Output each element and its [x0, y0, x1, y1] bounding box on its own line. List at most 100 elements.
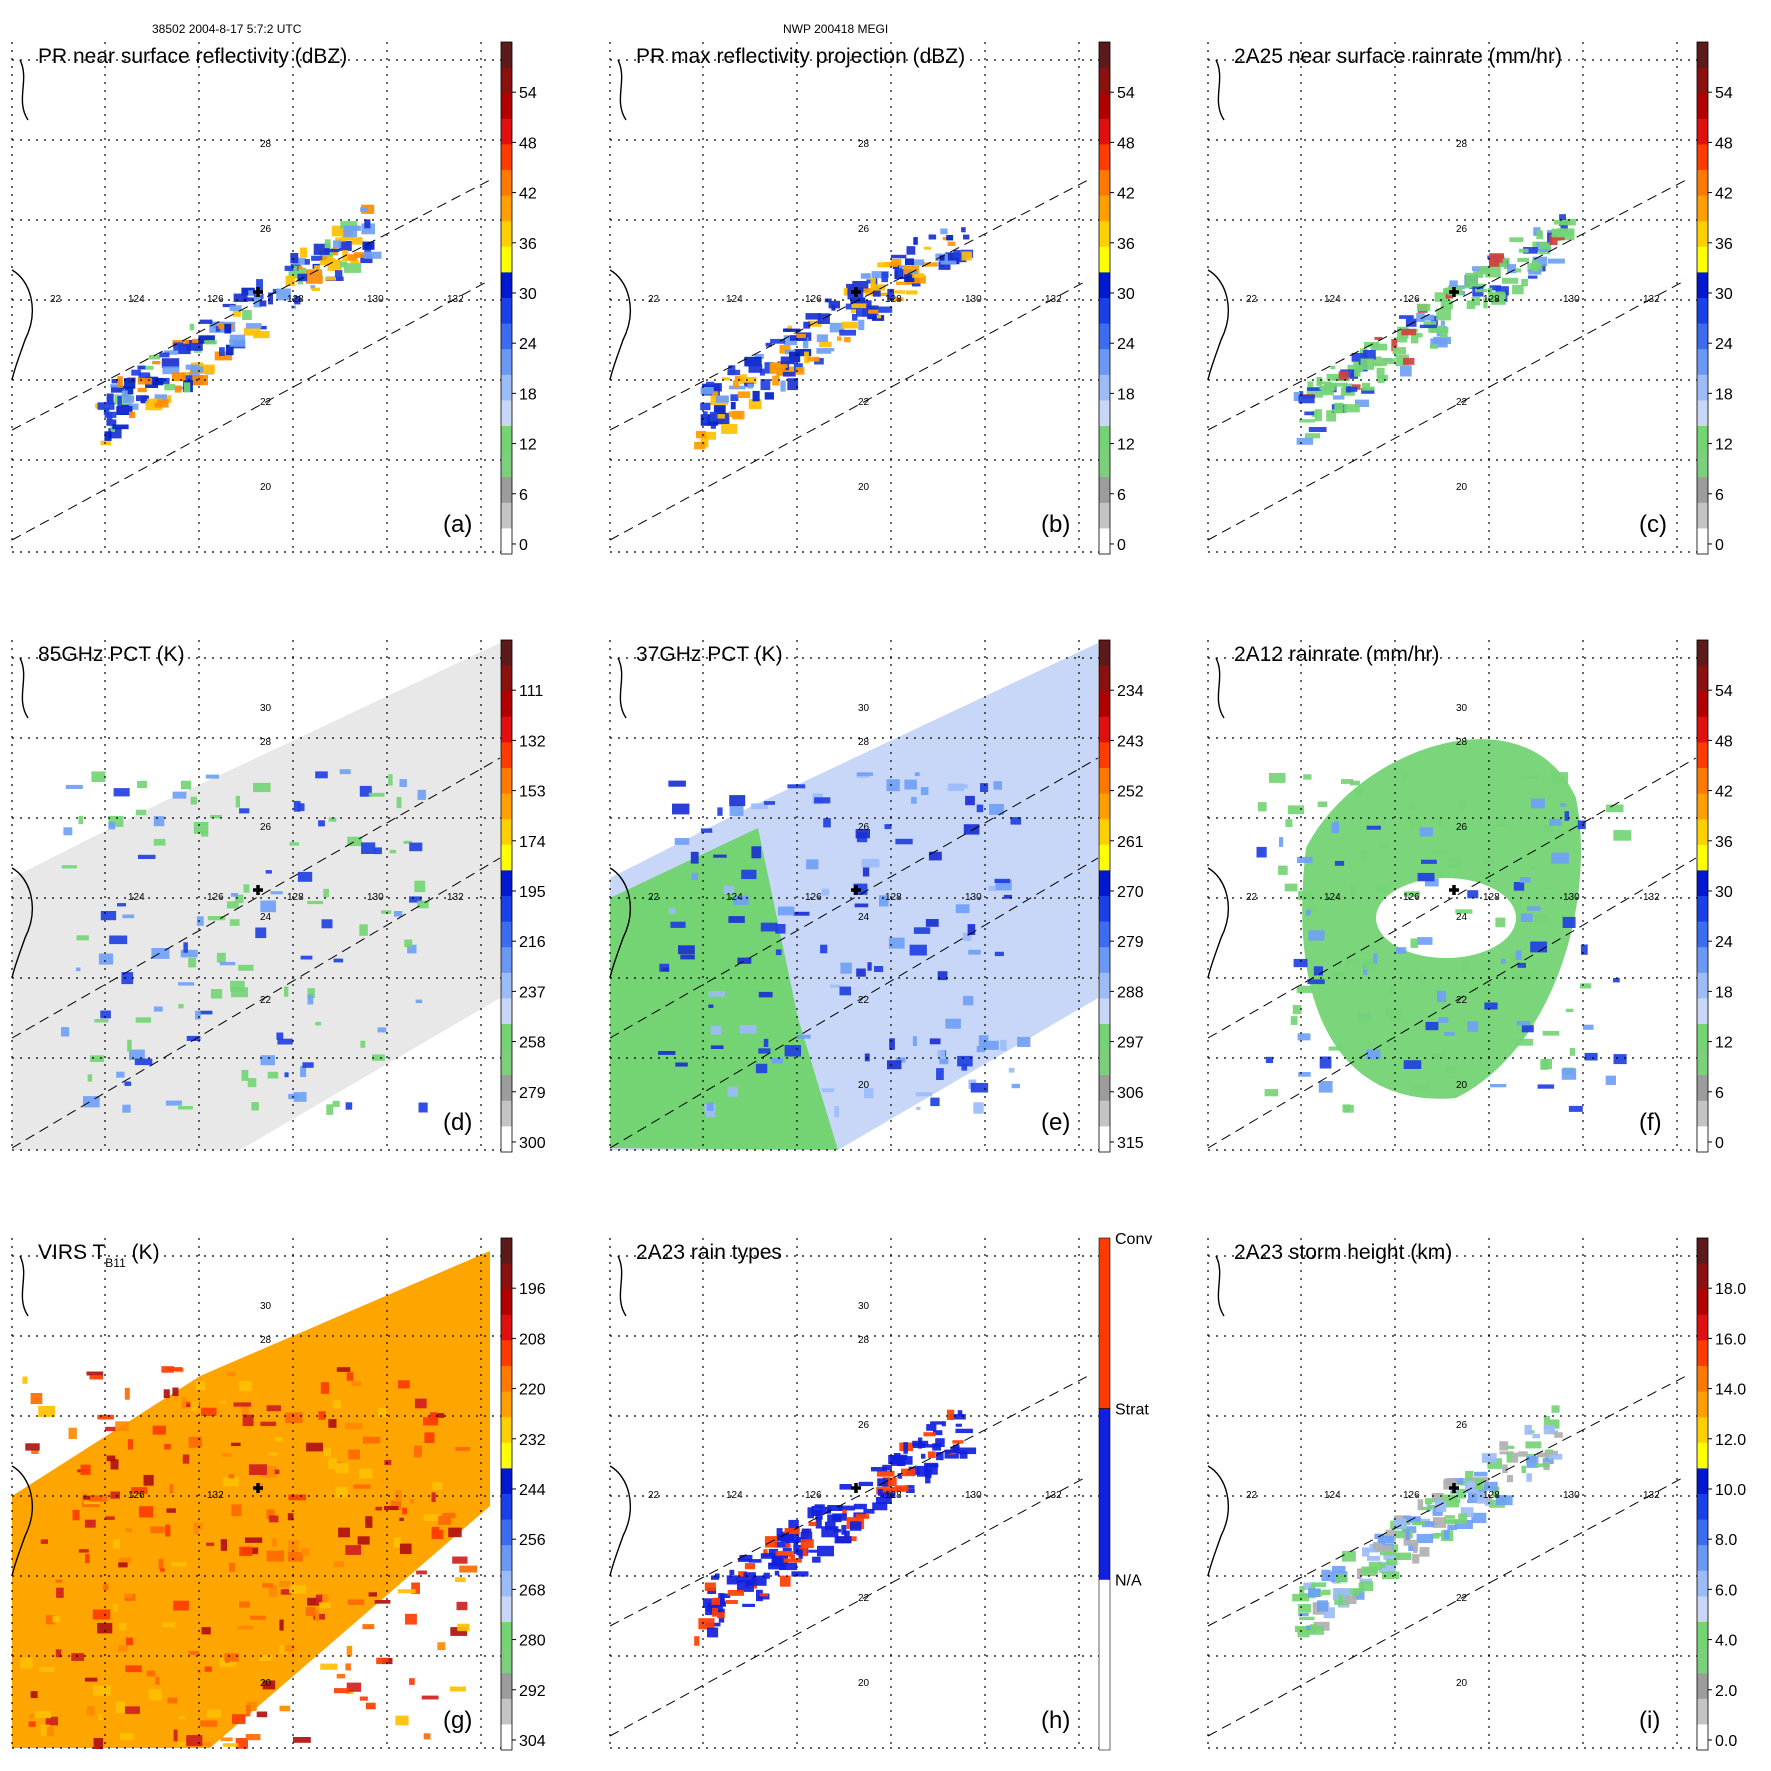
- rain-cell: [1543, 1424, 1555, 1435]
- colorbar-label: 195: [519, 884, 546, 901]
- rain-cell: [860, 273, 871, 279]
- rain-cell: [967, 924, 976, 935]
- colorbar-segment: [501, 1024, 512, 1051]
- rain-cell: [1509, 237, 1524, 242]
- rain-cell: [1331, 1565, 1346, 1573]
- rain-cell: [949, 1414, 966, 1420]
- lat-tick-label: 22: [858, 397, 870, 408]
- colorbar-label: 208: [519, 1331, 546, 1348]
- rain-cell: [71, 1653, 85, 1661]
- rain-cell: [90, 1055, 105, 1062]
- colorbar-segment: [1697, 246, 1708, 273]
- colorbar-frame: [500, 639, 513, 1153]
- rain-cell: [839, 1484, 852, 1490]
- rain-cell: [1416, 303, 1431, 311]
- rain-cell: [39, 1667, 55, 1672]
- rain-cell: [741, 869, 757, 880]
- rain-cell: [1551, 228, 1564, 238]
- colorbar-label: 288: [1117, 984, 1144, 1001]
- rain-cell: [868, 309, 879, 314]
- rain-cell: [204, 340, 217, 345]
- colorbar-segment: [1099, 947, 1110, 974]
- rain-cell: [334, 270, 343, 278]
- rain-cell: [305, 274, 323, 284]
- rain-cell: [118, 1623, 127, 1630]
- rain-cell: [184, 382, 191, 393]
- colorbar-segment: [1697, 67, 1708, 94]
- rain-cell: [922, 262, 938, 267]
- rain-cell: [188, 1436, 202, 1448]
- colorbar-label: 256: [519, 1532, 546, 1549]
- colorbar-segment: [1697, 1238, 1708, 1265]
- rain-cell: [783, 328, 801, 332]
- rain-cell: [290, 263, 301, 268]
- rain-cell: [815, 1513, 823, 1520]
- storm-center-marker: [851, 1483, 861, 1493]
- rain-cell: [1332, 395, 1345, 400]
- rain-cell: [760, 922, 778, 932]
- rain-cell: [1445, 1066, 1458, 1073]
- rain-cell: [325, 258, 336, 264]
- rain-cell: [748, 364, 763, 373]
- rain-cell: [324, 248, 340, 253]
- colorbar-segment: [501, 144, 512, 171]
- rain-cell: [1531, 866, 1536, 870]
- rain-cell: [1499, 1441, 1509, 1451]
- rain-cell: [347, 1599, 365, 1605]
- rain-cell: [906, 1485, 915, 1489]
- rain-cell: [1296, 856, 1313, 863]
- rain-cell: [186, 1735, 203, 1747]
- colorbar-segment: [1099, 93, 1110, 120]
- rain-cell: [129, 411, 136, 418]
- rain-cell: [668, 907, 676, 914]
- rain-cell: [1510, 1452, 1519, 1463]
- rain-cell: [928, 234, 937, 240]
- rain-cell: [758, 1593, 770, 1600]
- rain-cell: [727, 1086, 738, 1097]
- colorbar-label: 0: [1715, 537, 1724, 554]
- rain-cell: [1468, 1489, 1485, 1500]
- rain-cell: [136, 395, 147, 402]
- rain-cell: [775, 1551, 793, 1558]
- rain-cell: [1537, 1084, 1555, 1089]
- rain-cell: [190, 1401, 199, 1409]
- rain-cell: [201, 1407, 217, 1416]
- colorbar-segment: [501, 691, 512, 718]
- rain-cell: [210, 815, 222, 819]
- rain-cell: [834, 1106, 839, 1118]
- coastline: [1207, 1255, 1229, 1577]
- rain-cell: [1444, 1500, 1460, 1508]
- rain-cell: [912, 1036, 917, 1046]
- colorbar-segment: [501, 1340, 512, 1367]
- colorbar-segment: [501, 451, 512, 478]
- colorbar-segment: [1697, 221, 1708, 248]
- rain-cell: [30, 1393, 43, 1405]
- rain-cell: [110, 1459, 119, 1470]
- colorbar-segment: [501, 528, 512, 555]
- rain-cell: [1297, 1033, 1311, 1041]
- rain-cell: [1364, 959, 1376, 970]
- rain-cell: [1502, 277, 1519, 284]
- rain-cell: [1399, 315, 1414, 319]
- colorbar-segment: [1697, 1340, 1708, 1367]
- rain-cell: [1410, 332, 1419, 344]
- colorbar-segment: [1697, 426, 1708, 453]
- rain-cell: [1314, 409, 1322, 422]
- colorbar-segment: [501, 1314, 512, 1341]
- rain-cell: [97, 1622, 113, 1634]
- rain-cell: [906, 246, 916, 255]
- rain-cell: [1423, 321, 1437, 328]
- rain-cell: [876, 306, 893, 313]
- colorbar-segment: [501, 1442, 512, 1469]
- rain-cell: [159, 352, 170, 358]
- rain-cell: [98, 953, 114, 965]
- rain-cell: [340, 221, 358, 230]
- colorbar-segment: [1697, 374, 1708, 401]
- rain-cell: [174, 385, 182, 393]
- rain-cell: [63, 827, 73, 836]
- rain-cell: [189, 323, 195, 331]
- rain-cell: [976, 804, 984, 813]
- rain-cell: [675, 1062, 688, 1067]
- rain-cell: [1360, 358, 1375, 370]
- rain-cell: [318, 1411, 326, 1420]
